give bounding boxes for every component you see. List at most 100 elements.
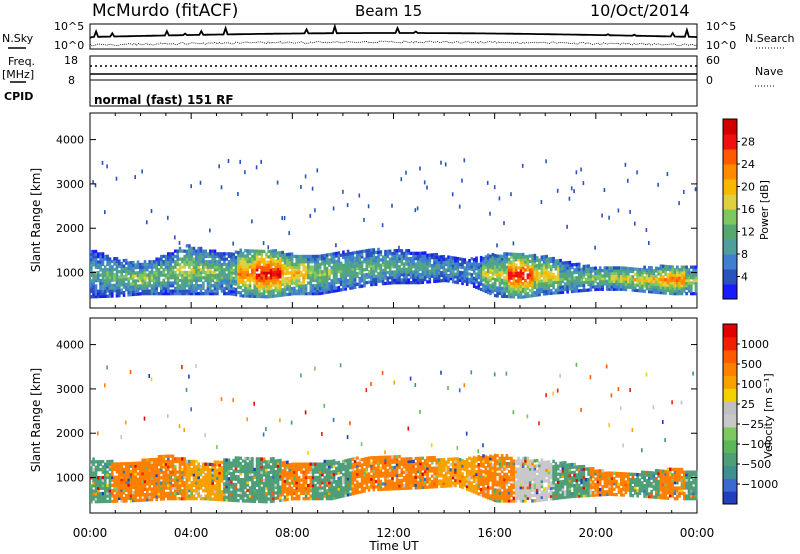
data-cell	[414, 265, 418, 269]
data-cell	[162, 497, 165, 501]
data-cell	[174, 281, 177, 285]
data-cell	[314, 475, 317, 480]
data-cell	[426, 269, 429, 273]
data-cell	[129, 269, 133, 273]
data-cell	[657, 277, 660, 281]
data-cell	[92, 460, 95, 464]
data-cell	[190, 483, 193, 488]
noise-bottom-tick-right: 10^0	[706, 39, 736, 52]
data-cell	[283, 482, 287, 486]
data-cell	[199, 270, 203, 275]
data-cell	[344, 282, 348, 286]
data-cell	[269, 478, 273, 482]
data-cell	[694, 278, 698, 283]
data-cell	[125, 464, 128, 469]
data-cell	[176, 478, 179, 482]
data-cell	[311, 467, 315, 472]
data-cell	[519, 253, 523, 257]
data-cell	[318, 475, 322, 480]
data-cell	[512, 266, 516, 270]
data-cell	[542, 273, 546, 278]
data-cell	[290, 265, 294, 269]
data-cell	[192, 489, 196, 493]
colorbar-tick-label: 28	[741, 136, 755, 149]
data-cell	[197, 276, 200, 280]
data-cell	[349, 281, 352, 285]
data-cell	[680, 286, 684, 290]
data-cell	[300, 462, 303, 466]
data-cell	[344, 279, 348, 283]
data-cell	[283, 216, 286, 220]
data-cell	[468, 261, 471, 265]
data-cell	[342, 282, 345, 286]
data-cell	[223, 289, 226, 293]
colorbar-swatch	[723, 224, 737, 240]
data-cell	[181, 278, 184, 283]
data-cell	[274, 286, 277, 290]
data-cell	[321, 259, 324, 263]
data-cell	[414, 270, 418, 274]
data-cell	[601, 277, 604, 281]
data-cell	[314, 257, 317, 261]
data-cell	[251, 470, 254, 474]
data-cell	[274, 280, 277, 285]
data-cell	[521, 282, 525, 286]
data-cell	[419, 262, 422, 266]
data-cell	[195, 273, 198, 277]
data-cell	[276, 469, 280, 473]
data-cell	[97, 484, 100, 488]
data-cell	[358, 258, 362, 262]
data-cell	[449, 261, 453, 265]
data-cell	[314, 260, 317, 264]
data-cell	[655, 266, 658, 270]
data-cell	[265, 279, 268, 283]
data-cell	[258, 249, 261, 253]
data-cell	[556, 285, 560, 289]
data-cell	[104, 270, 107, 274]
data-cell	[164, 462, 168, 466]
data-cell	[139, 461, 142, 465]
data-cell	[227, 485, 231, 489]
data-cell	[218, 265, 221, 269]
data-cell	[344, 266, 348, 270]
colorbar-tick-label: 8	[741, 248, 748, 261]
data-cell	[360, 474, 364, 478]
data-cell	[624, 162, 627, 167]
data-cell	[533, 259, 537, 263]
data-cell	[456, 273, 460, 277]
data-cell	[290, 257, 294, 261]
data-cell	[183, 491, 186, 495]
data-cell	[288, 276, 291, 280]
data-cell	[150, 377, 153, 382]
data-cell	[244, 289, 247, 293]
data-cell	[111, 467, 114, 471]
data-cell	[178, 257, 182, 261]
data-cell	[624, 279, 628, 284]
data-cell	[402, 281, 406, 285]
data-cell	[615, 266, 618, 270]
data-cell	[484, 271, 488, 275]
data-cell	[125, 486, 128, 490]
data-cell	[372, 261, 376, 265]
data-cell	[113, 494, 116, 498]
data-cell	[174, 254, 177, 259]
data-cell	[648, 271, 651, 275]
data-cell	[262, 292, 266, 296]
data-cell	[687, 268, 691, 272]
data-cell	[234, 474, 238, 479]
data-cell	[148, 487, 151, 491]
data-cell	[603, 282, 607, 286]
data-cell	[237, 461, 240, 466]
data-cell	[269, 292, 273, 296]
data-cell	[223, 252, 226, 256]
data-cell	[97, 294, 100, 299]
data-cell	[143, 276, 147, 280]
data-cell	[519, 279, 523, 283]
data-cell	[321, 291, 324, 295]
data-cell	[335, 485, 338, 489]
data-cell	[358, 482, 362, 486]
data-cell	[120, 261, 123, 266]
data-cell	[465, 261, 469, 265]
data-cell	[146, 482, 149, 486]
data-cell	[335, 461, 338, 465]
